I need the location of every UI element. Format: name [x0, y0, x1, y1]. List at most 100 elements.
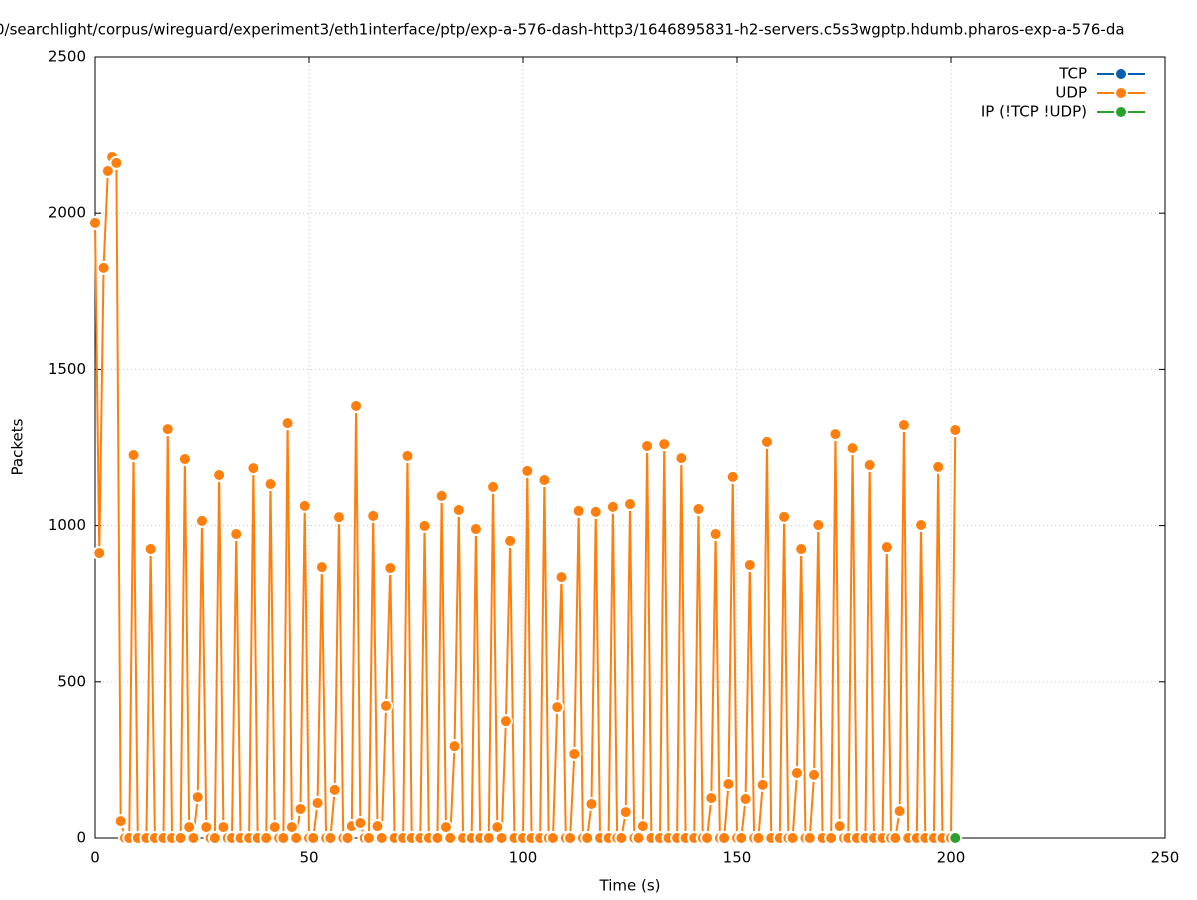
data-point	[331, 510, 346, 525]
data-point	[794, 542, 809, 557]
data-point	[276, 831, 291, 845]
data-point	[498, 714, 513, 729]
data-point	[614, 831, 629, 845]
data-point	[640, 438, 655, 453]
data-point	[143, 542, 158, 557]
data-point	[755, 777, 770, 792]
data-point	[327, 782, 342, 797]
data-point	[948, 831, 963, 845]
data-point	[323, 831, 338, 845]
x-tick-label: 150	[723, 849, 752, 867]
data-point	[704, 791, 719, 806]
y-tick-label: 2500	[48, 48, 86, 66]
data-point	[100, 164, 115, 179]
data-point	[293, 801, 308, 816]
data-point	[802, 831, 817, 845]
data-point	[212, 467, 227, 482]
data-point	[571, 503, 586, 518]
y-tick-label: 0	[76, 829, 86, 847]
data-point	[751, 831, 766, 845]
data-point	[126, 447, 141, 462]
data-point	[738, 791, 753, 806]
data-point	[366, 508, 381, 523]
data-point	[789, 766, 804, 781]
data-point	[481, 831, 496, 845]
data-point	[605, 499, 620, 514]
data-point	[567, 746, 582, 761]
data-point	[635, 819, 650, 834]
data-point	[785, 831, 800, 845]
x-axis-label: Time (s)	[599, 877, 661, 895]
y-tick-label: 2000	[48, 204, 86, 222]
data-point	[777, 509, 792, 524]
data-point	[892, 804, 907, 819]
legend-swatch	[1114, 105, 1128, 119]
data-point	[297, 498, 312, 513]
data-point	[370, 819, 385, 834]
data-point	[207, 831, 222, 845]
data-point	[914, 517, 929, 532]
data-point	[700, 831, 715, 845]
data-point	[310, 796, 325, 811]
data-point	[888, 831, 903, 845]
data-point	[563, 831, 578, 845]
data-point	[832, 819, 847, 834]
data-point	[623, 497, 637, 512]
legend-swatch	[1114, 86, 1128, 100]
x-tick-label: 100	[509, 849, 538, 867]
data-point	[717, 831, 732, 845]
data-point	[353, 816, 368, 831]
data-point	[807, 767, 822, 782]
data-point	[263, 477, 278, 492]
data-point	[486, 479, 501, 494]
data-point	[259, 831, 274, 845]
data-point	[824, 831, 839, 845]
data-point	[186, 831, 201, 845]
legend-label: IP (!TCP !UDP)	[981, 103, 1087, 121]
data-point	[828, 427, 843, 442]
data-point	[113, 814, 128, 829]
x-tick-label: 0	[90, 849, 100, 867]
data-point	[383, 561, 398, 576]
legend-label: UDP	[1055, 84, 1087, 102]
data-point	[173, 831, 188, 845]
data-point	[109, 155, 124, 170]
data-point	[451, 502, 466, 517]
data-point	[674, 451, 689, 466]
data-point	[468, 522, 483, 537]
data-point	[845, 441, 860, 456]
data-point	[280, 416, 295, 431]
data-point	[584, 796, 599, 811]
data-point	[931, 459, 946, 474]
data-point	[374, 831, 389, 845]
data-point	[289, 831, 304, 845]
data-point	[691, 502, 706, 517]
data-point	[734, 831, 749, 845]
y-tick-label: 500	[57, 672, 86, 690]
data-point	[447, 739, 462, 754]
data-point	[580, 831, 595, 845]
data-point	[520, 463, 535, 478]
data-point	[417, 518, 432, 533]
data-point	[811, 517, 826, 532]
data-point	[948, 423, 963, 438]
data-point	[725, 469, 740, 484]
data-point	[379, 698, 394, 713]
data-point	[361, 831, 376, 845]
data-point	[400, 448, 415, 463]
chart-title: 0/searchlight/corpus/wireguard/experimen…	[0, 21, 1125, 39]
data-point	[229, 527, 244, 542]
data-point	[708, 527, 723, 542]
data-point	[742, 557, 757, 572]
data-point	[96, 260, 111, 275]
y-tick-label: 1000	[48, 516, 86, 534]
x-tick-label: 50	[299, 849, 318, 867]
data-point	[503, 533, 518, 548]
data-point	[537, 472, 552, 487]
data-point	[657, 437, 672, 452]
data-point	[246, 461, 261, 476]
data-point	[721, 776, 736, 791]
data-point	[195, 513, 209, 528]
data-point	[896, 418, 911, 433]
